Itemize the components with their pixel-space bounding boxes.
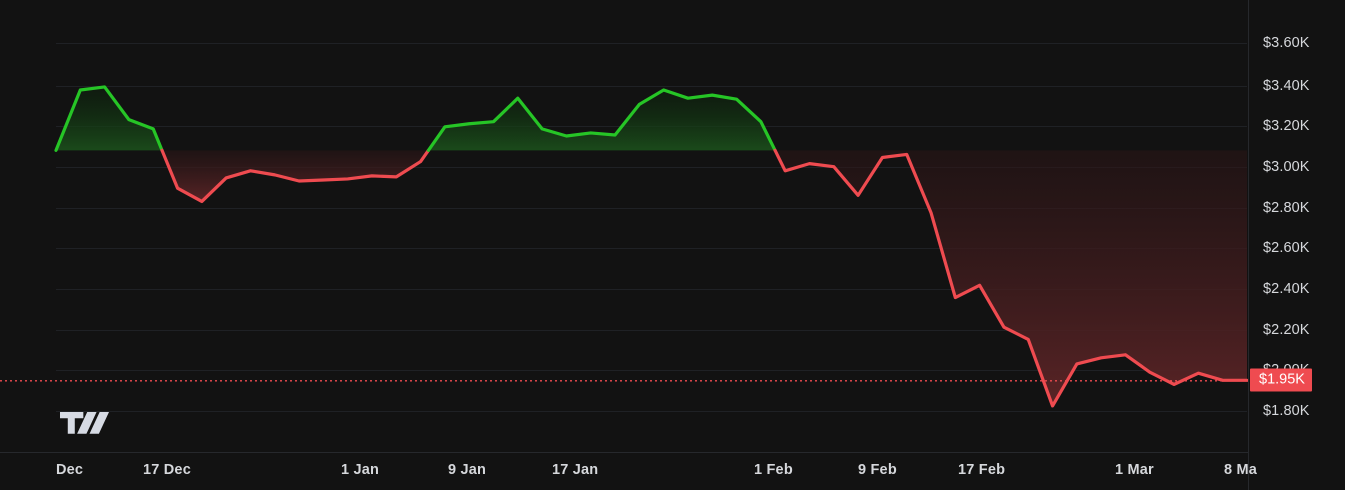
time-tick-label: 8 Ma bbox=[1224, 462, 1258, 478]
area-fill-up bbox=[428, 90, 776, 151]
time-tick-label: 17 Feb bbox=[958, 462, 1006, 478]
area-fill-up bbox=[56, 86, 163, 151]
area-fill-down bbox=[162, 150, 429, 202]
line-segment-up bbox=[426, 88, 777, 152]
price-tick-label: $2.20K bbox=[1263, 322, 1310, 338]
time-tick-label: 1 Jan bbox=[341, 462, 380, 478]
price-scale-axis[interactable]: $3.60K $3.40K $3.20K $3.00K $2.80K $2.60K $2.4… bbox=[1248, 0, 1345, 490]
price-tick-label: $1.80K bbox=[1263, 403, 1310, 419]
chart-plot-area[interactable] bbox=[0, 0, 1248, 452]
price-tick-label: $3.20K bbox=[1263, 118, 1310, 134]
time-scale-axis[interactable]: Dec 17 Dec 1 Jan 9 Jan 17 Jan 1 Feb 9 Feb 17 Fe… bbox=[0, 452, 1257, 490]
time-tick-label: 1 Mar bbox=[1115, 462, 1154, 478]
price-tick-label: $3.40K bbox=[1263, 78, 1310, 94]
time-tick-label: 17 Jan bbox=[552, 462, 599, 478]
tradingview-logo[interactable] bbox=[60, 412, 116, 440]
current-price-badge: $1.95K bbox=[1250, 368, 1312, 392]
line-segment-down bbox=[160, 148, 431, 204]
price-tick-label: $3.60K bbox=[1263, 35, 1310, 51]
time-tick-label: 17 Dec bbox=[143, 462, 191, 478]
price-tick-label: $2.80K bbox=[1263, 200, 1310, 216]
area-fill-down bbox=[775, 150, 1247, 406]
line-segment-up bbox=[54, 85, 164, 152]
time-tick-label: 9 Feb bbox=[858, 462, 897, 478]
area-fills bbox=[56, 86, 1247, 406]
time-tick-label: 1 Feb bbox=[754, 462, 793, 478]
price-tick-label: $2.60K bbox=[1263, 240, 1310, 256]
price-area-chart bbox=[0, 43, 1248, 412]
time-tick-label: 9 Jan bbox=[448, 462, 487, 478]
price-tick-label: $2.40K bbox=[1263, 281, 1310, 297]
price-tick-label: $3.00K bbox=[1263, 159, 1310, 175]
time-tick-label: Dec bbox=[56, 462, 84, 478]
